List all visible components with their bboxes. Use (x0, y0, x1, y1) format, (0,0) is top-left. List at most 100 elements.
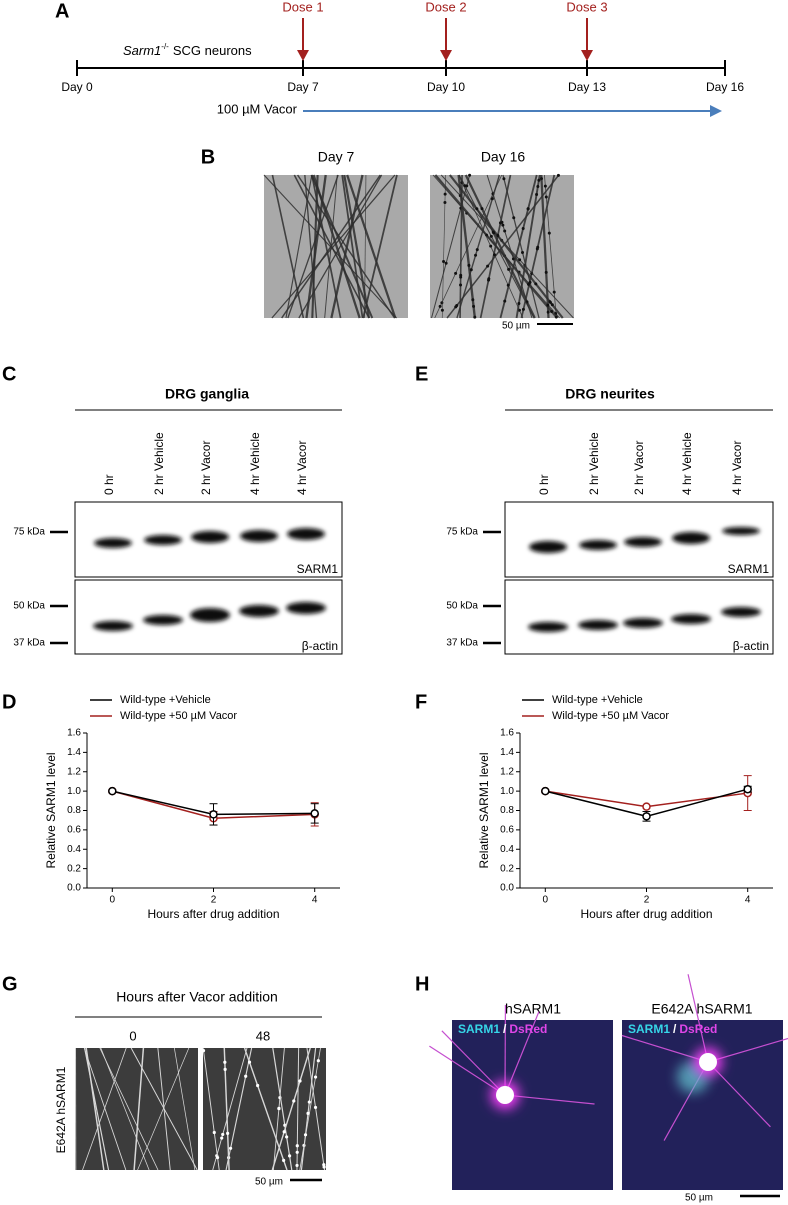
neurite (540, 174, 550, 319)
bead (285, 1135, 289, 1139)
neurite (271, 1047, 311, 1171)
lane-label: 4 hr Vehicle (248, 432, 262, 495)
bead (282, 1158, 286, 1162)
neurite (305, 174, 327, 319)
lane-label: 0 hr (102, 474, 116, 495)
neurite (83, 1047, 127, 1171)
bead (535, 192, 539, 196)
band (143, 615, 183, 625)
bead (282, 1130, 286, 1134)
soma (496, 1086, 514, 1104)
neurite (341, 174, 364, 319)
bead (490, 197, 494, 201)
marker-label: 50 kDa (446, 601, 478, 612)
treatment-label: 100 µM Vacor (217, 101, 298, 116)
neurite (82, 1047, 127, 1171)
point (541, 786, 550, 796)
neurite (271, 174, 396, 319)
bead (543, 184, 547, 188)
bead (247, 1060, 252, 1064)
bead (544, 195, 548, 199)
bead (223, 1067, 227, 1071)
neurite (272, 1047, 293, 1171)
marker-label: 75 kDa (446, 527, 478, 538)
y-tick-label: 1.4 (500, 747, 514, 758)
neurite (458, 174, 535, 319)
lane-label: 2 hr Vacor (632, 441, 646, 495)
neurite (707, 1037, 788, 1063)
band (240, 530, 278, 542)
marker-label: 50 kDa (13, 601, 45, 612)
neurite (479, 174, 512, 319)
y-tick-label: 0.0 (500, 883, 514, 894)
image-title: E642A hSARM1 (651, 1001, 752, 1017)
panel-label: B (201, 146, 215, 168)
marker-label: 37 kDa (446, 638, 478, 649)
bead (277, 1106, 281, 1110)
bead (556, 173, 560, 177)
lane-label: 4 hr Vehicle (680, 432, 694, 495)
bead (502, 177, 506, 181)
bead (528, 280, 532, 284)
dose-arrowhead (297, 50, 309, 61)
band (624, 537, 662, 547)
bead (442, 260, 446, 264)
blot-label: SARM1 (297, 562, 339, 576)
neurite (504, 1011, 540, 1096)
y-tick-label: 0.4 (67, 844, 81, 855)
bead (554, 315, 558, 319)
treatment-arrowhead (710, 105, 722, 117)
neurite (99, 1047, 159, 1171)
x-tick-label: 4 (745, 895, 751, 906)
x-axis-title: Hours after drug addition (580, 907, 712, 921)
x-tick-label: 2 (644, 895, 650, 906)
dose-label: Dose 2 (425, 0, 466, 14)
bead (471, 298, 475, 302)
day-label: Day 7 (287, 80, 319, 94)
image-title: Day 16 (481, 149, 526, 165)
blot-title: DRG ganglia (165, 386, 249, 402)
bead (487, 277, 491, 281)
stain-stain_2: DsRed (509, 1022, 547, 1036)
neurite (243, 1047, 288, 1171)
band (721, 607, 761, 617)
neurite (457, 174, 477, 319)
image-title: Day 7 (318, 149, 355, 165)
bead (546, 303, 550, 307)
bead (544, 270, 548, 274)
bead (256, 1083, 260, 1088)
lane-label: 2 hr Vacor (199, 441, 213, 495)
x-tick-label: 2 (211, 895, 217, 906)
neurite (429, 1045, 506, 1096)
bead (221, 1132, 225, 1137)
neurite (434, 174, 503, 319)
bead (493, 253, 497, 257)
legend-label: Wild-type +50 µM Vacor (552, 710, 669, 722)
neurite (621, 1034, 709, 1063)
bead (489, 244, 493, 248)
neurite (441, 1030, 506, 1096)
bead (467, 263, 471, 267)
bead (322, 1165, 326, 1169)
legend-label: Wild-type +50 µM Vacor (120, 710, 237, 722)
bead (475, 248, 479, 252)
point (108, 786, 117, 796)
dose-label: Dose 1 (282, 0, 323, 14)
neurite (687, 974, 709, 1063)
bead (443, 200, 447, 204)
y-tick-label: 0.0 (67, 883, 81, 894)
blot-frame (504, 579, 774, 655)
neurite (133, 1047, 145, 1171)
lane-label: 4 hr Vacor (730, 441, 744, 495)
bead (475, 207, 479, 211)
x-tick-label: 0 (543, 895, 549, 906)
neurite (431, 174, 471, 319)
bead (474, 253, 478, 257)
bead (537, 178, 541, 182)
neurite (157, 1047, 171, 1171)
blot-label: β-actin (302, 639, 338, 653)
bead (212, 1130, 216, 1135)
x-tick-label: 0 (110, 895, 116, 906)
neurite (464, 174, 536, 319)
neurite (304, 174, 318, 319)
